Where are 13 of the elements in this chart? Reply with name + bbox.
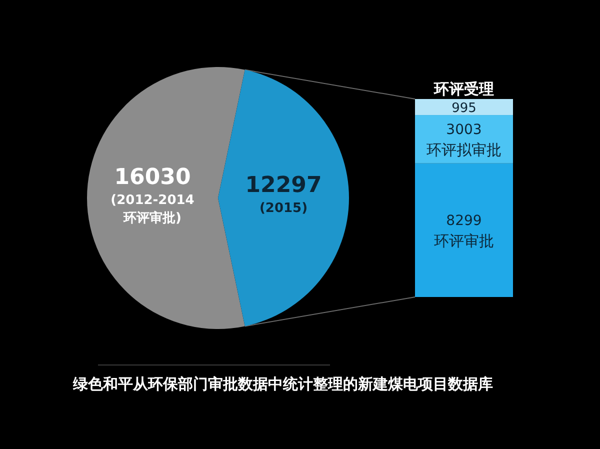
- data-label: 12297: [245, 173, 322, 198]
- pie-slice: [87, 67, 245, 329]
- data-label: 8299: [446, 213, 482, 230]
- data-label: 995: [452, 101, 476, 116]
- series-label: 环评拟审批: [426, 141, 502, 160]
- series-label: 环评审批: [434, 232, 494, 250]
- slice-label: (2012-2014 环评审批): [110, 193, 194, 226]
- pie-slice: [218, 70, 349, 326]
- data-label: 3003: [446, 122, 482, 138]
- text: 绿色和平从环保部门审批数据中统计整理的新建煤电项目数据库: [72, 375, 493, 393]
- slice-label: (2015): [259, 201, 308, 216]
- series-label: 环评受理: [433, 80, 494, 98]
- data-label: 16030: [114, 165, 191, 190]
